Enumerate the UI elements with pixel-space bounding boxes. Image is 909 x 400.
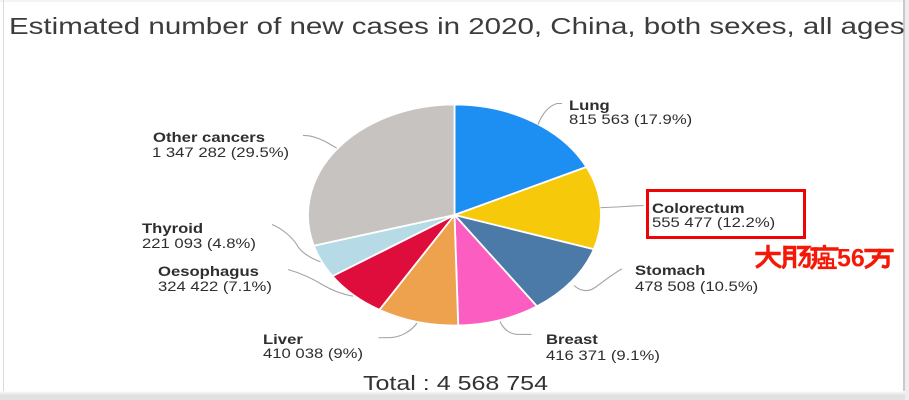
svg-text:56: 56: [837, 245, 865, 273]
